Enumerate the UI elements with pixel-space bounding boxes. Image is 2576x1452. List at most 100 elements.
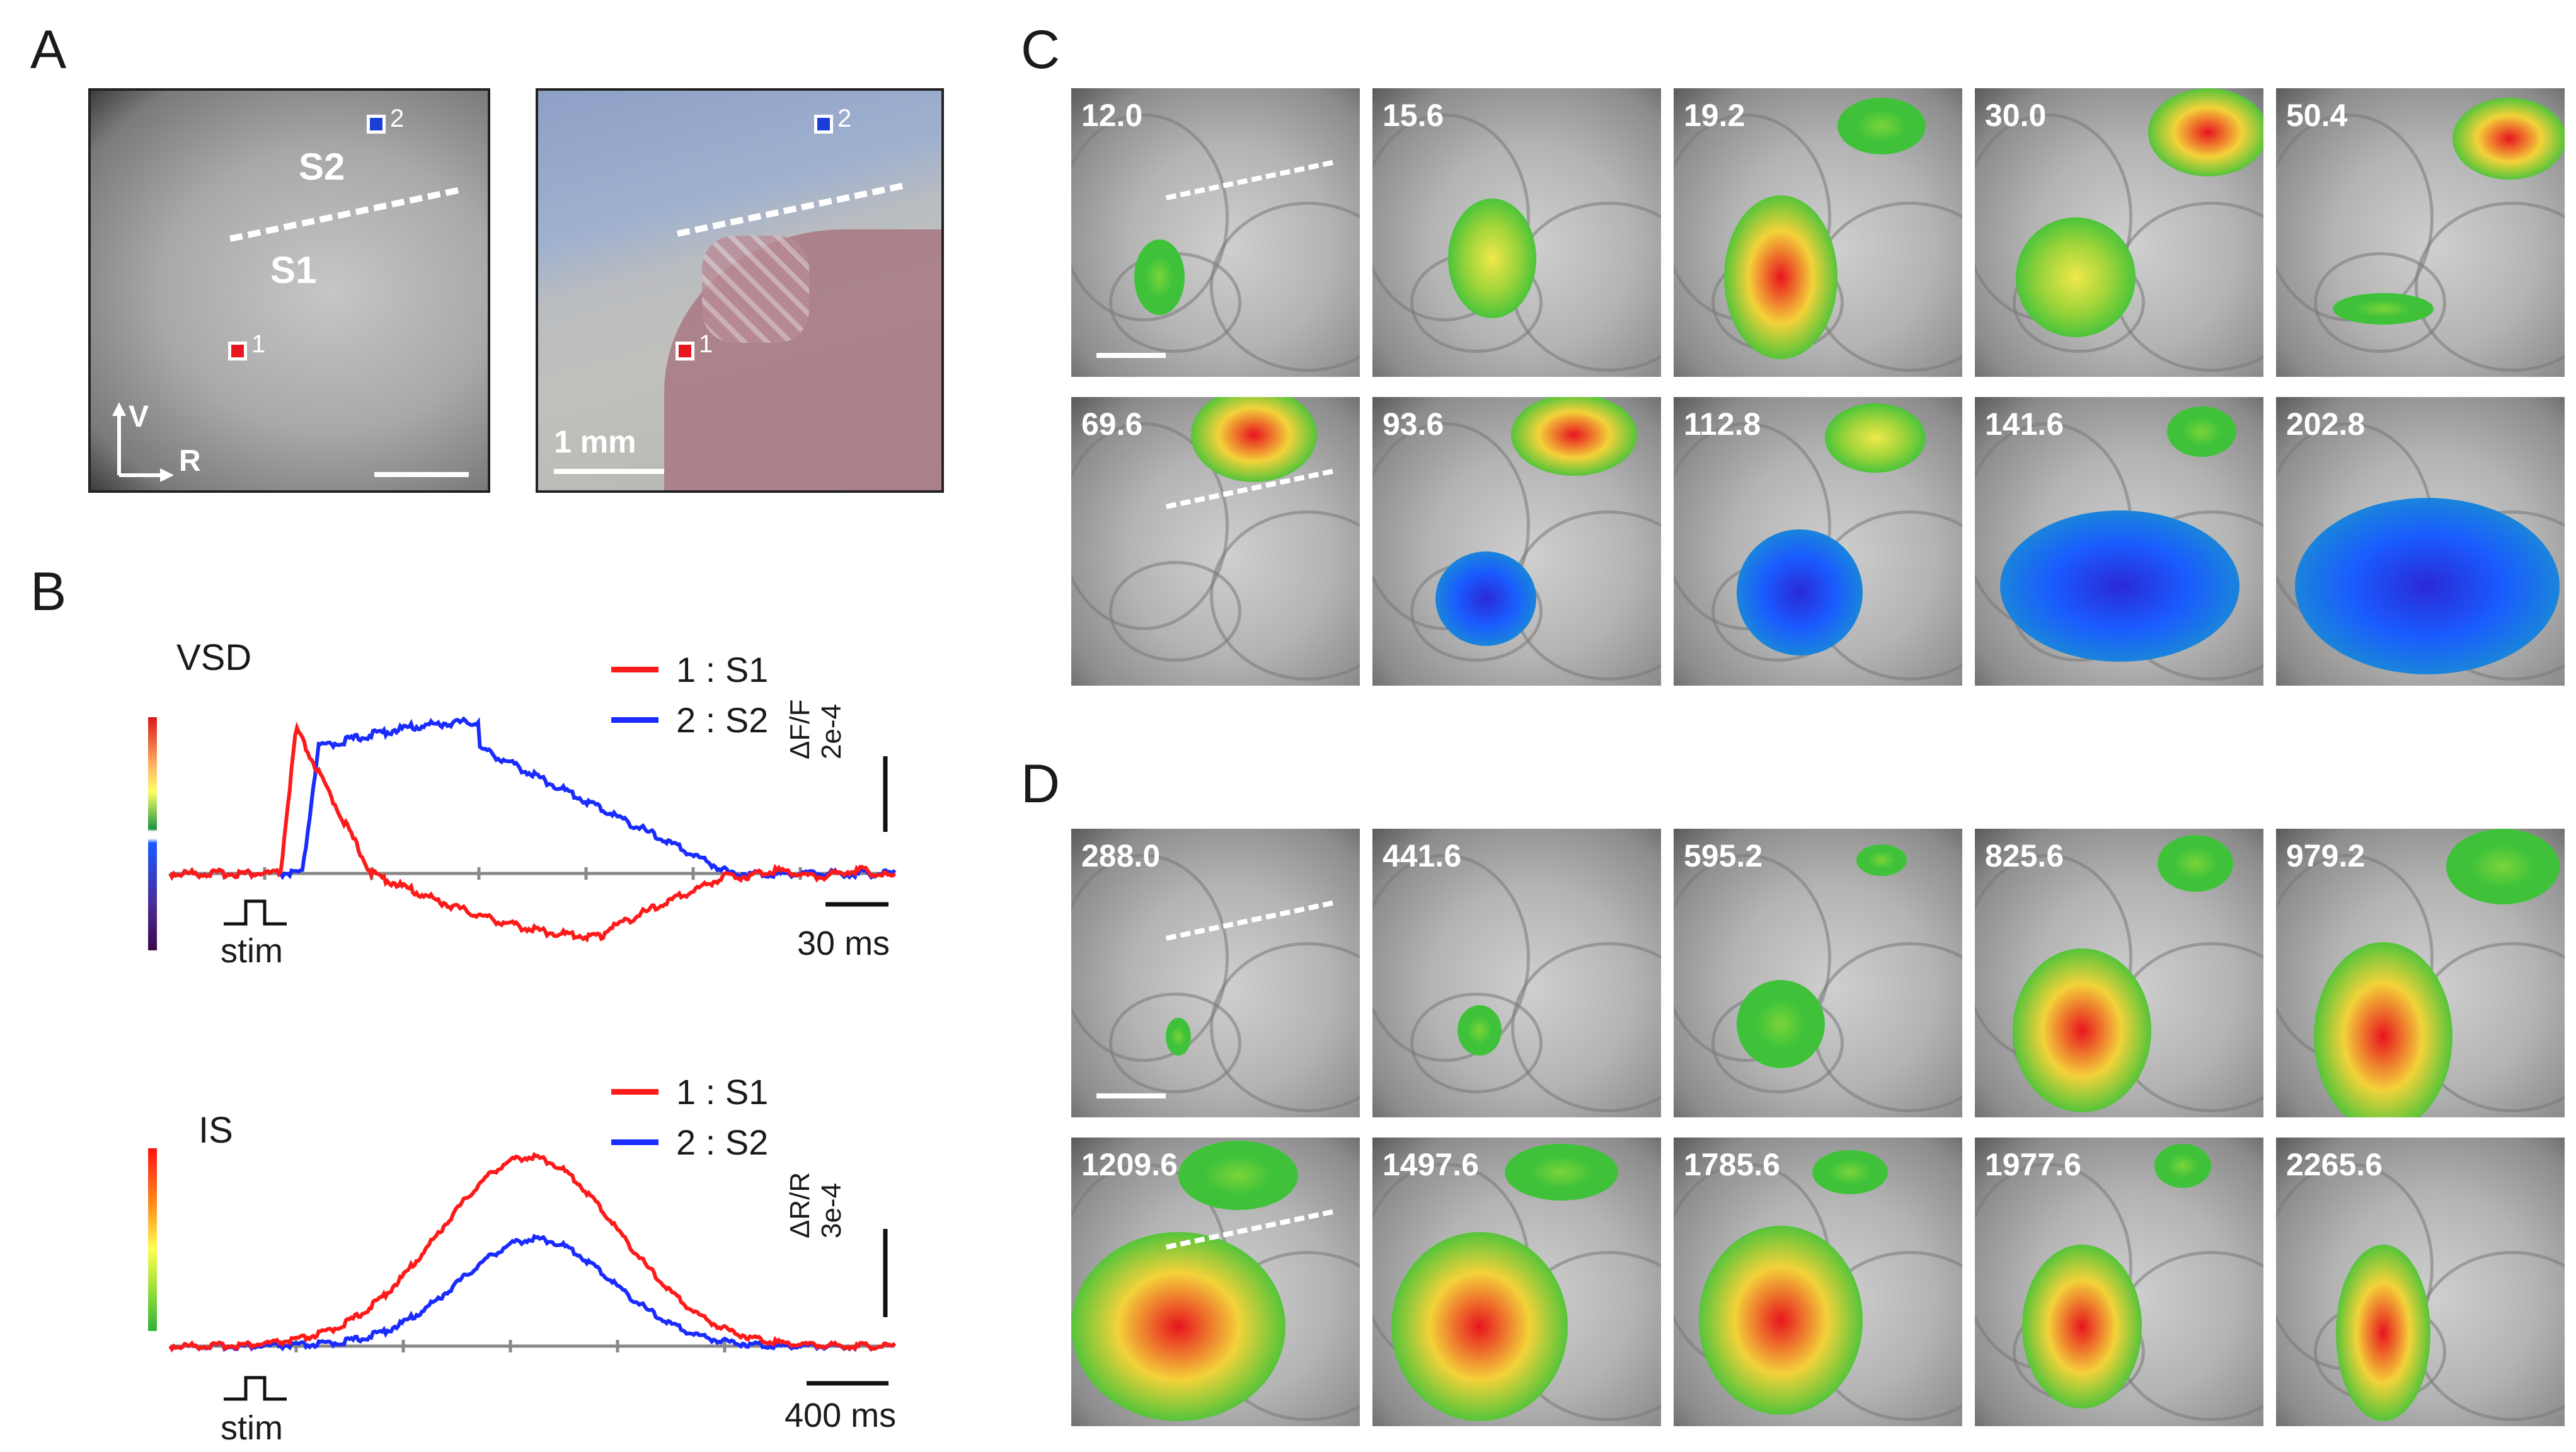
roi-2-label: 2 [390,105,405,132]
vsd-yscale-text: 2e-4 [816,703,847,759]
activation-blob [2154,1144,2211,1188]
activation-blob [1737,980,1825,1068]
activation-blob [1166,1018,1191,1056]
axis-r-label: R [179,444,201,478]
activation-blob [1737,529,1863,655]
histology-scale-bar [554,469,664,474]
activation-blob [2158,835,2233,892]
orientation-arrows-icon [112,402,174,481]
frame-scale-bar [1096,1093,1166,1098]
vsd-frame-time: 112.8 [1684,406,1761,442]
is-frame-3: 595.2 [1674,829,1962,1117]
vsd-frame-time: 69.6 [1081,406,1143,442]
region-s1-label: S1 [270,249,317,291]
roi-1-marker [228,342,247,360]
activation-blob [1505,1144,1618,1201]
is-frame-time: 825.6 [1985,838,2064,873]
activation-blob [2446,829,2560,904]
activation-blob [2314,942,2452,1117]
vsd-frame-10: 202.8 [2276,397,2565,686]
is-frame-time: 2265.6 [2286,1147,2383,1182]
vsd-frame-7: 93.6 [1372,397,1661,686]
is-trace-s2 [168,1233,897,1353]
panel-label-b: B [30,562,67,622]
vsd-legend-s2: 2 : S2 [611,700,768,740]
vsd-frame-6: 69.6 [1071,397,1360,686]
is-time-scale-label: 400 ms [785,1397,897,1434]
is-legend-label-s1: 1 : S1 [676,1072,769,1112]
blood-vessel [1109,561,1241,662]
is-legend-s2: 2 : S2 [611,1122,768,1163]
activation-blob [1071,1232,1285,1421]
activation-blob [2295,498,2560,674]
vsd-colorbar [148,717,157,950]
vsd-frame-2: 15.6 [1372,88,1661,377]
activation-blob [2452,98,2565,180]
is-title: IS [198,1110,233,1151]
vsd-legend-s1: 1 : S1 [611,649,768,690]
vsd-trace-plot [168,716,897,943]
activation-blob [2013,948,2151,1112]
histology-image: 2 1 1 mm [536,88,944,493]
roi-2-marker [367,115,386,134]
is-frame-time: 1785.6 [1684,1147,1780,1182]
vsd-frame-9: 141.6 [1975,397,2263,686]
activation-blob [1724,195,1837,359]
is-stim-label: stim [221,1409,283,1447]
is-legend-swatch-s2 [611,1139,658,1145]
activation-blob [2167,406,2236,457]
vsd-frame-time: 15.6 [1383,98,1444,133]
legend-label-s2: 2 : S2 [676,700,769,740]
panel-label-a: A [30,20,67,80]
activation-blob [1825,403,1926,473]
vsd-frame-time: 141.6 [1985,406,2064,442]
camera-image: S2 S1 2 1 V R [88,88,490,493]
histology-scale-label: 1 mm [554,424,636,459]
activation-blob [1134,239,1185,315]
is-yscale-text: 3e-4 [816,1182,847,1238]
histology-roi-2-marker [814,115,833,134]
is-frame-time: 595.2 [1684,838,1763,873]
is-legend-label-s2: 2 : S2 [676,1122,769,1162]
activation-blob [2022,1245,2142,1409]
blood-vessel [2314,252,2446,353]
vsd-frame-8: 112.8 [1674,397,1962,686]
panel-label-c: C [1021,20,1061,80]
vsd-frame-time: 19.2 [1684,98,1745,133]
is-frame-4: 825.6 [1975,829,2263,1117]
activation-blob [1448,199,1536,318]
axis-v-label: V [129,400,149,434]
vsd-frame-time: 93.6 [1383,406,1444,442]
activation-blob [1435,551,1536,646]
is-ylabel: ΔR/R [785,1172,816,1238]
vsd-frame-3: 19.2 [1674,88,1962,377]
activation-blob [1391,1232,1568,1421]
is-frame-8: 1785.6 [1674,1138,1962,1426]
legend-swatch-s1 [611,667,658,672]
frame-scale-bar [1096,353,1166,358]
vsd-stim-icon [224,899,287,926]
vsd-frame-time: 12.0 [1081,98,1143,133]
roi-1-label: 1 [251,330,266,358]
activation-blob [1511,397,1637,476]
activation-blob [1699,1226,1863,1415]
is-frame-1: 288.0 [1071,829,1360,1117]
is-frame-time: 979.2 [2286,838,2366,873]
is-frame-2: 441.6 [1372,829,1661,1117]
barrel-pattern [702,236,809,343]
activation-blob [1837,98,1926,154]
panel-label-d: D [1021,754,1061,814]
histology-roi-2-label: 2 [837,105,852,132]
is-legend-s1: 1 : S1 [611,1071,768,1112]
is-trace-plot [168,1151,897,1401]
s1-s2-boundary [229,187,459,242]
vsd-frame-time: 50.4 [2286,98,2348,133]
vsd-stim-label: stim [221,932,283,970]
vsd-ylabel: ΔF/F [785,700,816,759]
vsd-frame-time: 30.0 [1985,98,2047,133]
is-frame-time: 288.0 [1081,838,1161,873]
vsd-frame-5: 50.4 [2276,88,2565,377]
activation-blob [1458,1005,1502,1056]
legend-label-s1: 1 : S1 [676,650,769,689]
is-frame-time: 1209.6 [1081,1147,1178,1182]
